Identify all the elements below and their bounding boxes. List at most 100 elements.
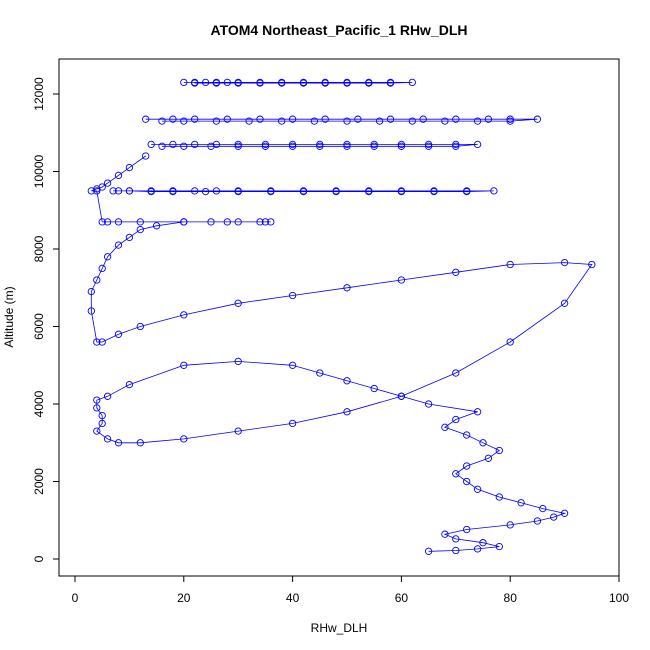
data-point — [386, 79, 395, 87]
data-point — [495, 446, 503, 455]
data-point — [588, 260, 596, 269]
series-line — [151, 143, 478, 147]
data-point — [365, 79, 373, 87]
x-tick-label: 0 — [72, 591, 79, 605]
data-point — [98, 264, 106, 273]
data-point — [180, 142, 188, 150]
x-tick-label: 60 — [395, 591, 409, 605]
data-point — [87, 287, 95, 296]
data-point — [299, 187, 308, 196]
data-point — [370, 142, 378, 150]
data-point — [125, 380, 134, 389]
data-point — [114, 218, 123, 226]
data-point — [463, 431, 471, 439]
y-tick-label: 6000 — [32, 313, 46, 340]
y-tick-label: 0 — [32, 555, 46, 562]
data-point — [506, 521, 514, 529]
data-point — [452, 535, 460, 543]
data-point — [234, 427, 242, 435]
data-point — [354, 115, 362, 123]
series-line — [183, 82, 413, 84]
data-point — [550, 513, 558, 521]
data-point — [408, 117, 416, 125]
y-tick-label: 12000 — [32, 77, 46, 111]
data-point — [288, 142, 297, 150]
data-point — [452, 546, 460, 555]
data-point — [288, 140, 297, 149]
data-point — [321, 79, 329, 87]
data-point — [147, 187, 155, 196]
data-point — [201, 187, 210, 196]
data-point — [234, 140, 242, 149]
y-tick-label: 4000 — [32, 390, 46, 417]
data-series — [87, 152, 596, 555]
data-point — [343, 79, 351, 87]
data-series — [180, 78, 416, 87]
data-point — [452, 140, 460, 149]
data-point — [343, 408, 351, 416]
data-point — [343, 284, 351, 292]
data-point — [125, 163, 134, 172]
data-point — [234, 218, 242, 226]
data-point — [424, 400, 433, 408]
data-point — [93, 404, 101, 412]
data-point — [452, 115, 460, 123]
data-point — [158, 117, 166, 125]
y-axis: 0 2000 4000 6000 8000 10000 12000 — [32, 77, 60, 562]
data-point — [98, 183, 106, 191]
data-point — [375, 117, 384, 125]
data-point — [397, 276, 406, 284]
data-point — [136, 322, 144, 331]
data-point — [424, 547, 433, 555]
data-series — [109, 187, 498, 196]
data-point — [234, 187, 242, 196]
data-point — [93, 427, 101, 435]
data-point — [484, 115, 493, 123]
data-point — [180, 117, 188, 125]
data-point — [299, 79, 308, 87]
data-point — [169, 187, 177, 196]
data-point — [441, 117, 449, 125]
data-point — [207, 142, 215, 150]
data-point — [114, 330, 123, 338]
data-point — [463, 525, 471, 534]
data-point — [93, 185, 101, 193]
data-point — [473, 545, 482, 553]
data-point — [430, 187, 438, 196]
data-point — [93, 276, 101, 284]
data-point — [93, 396, 101, 404]
data-point — [560, 258, 569, 267]
x-tick-label: 40 — [286, 591, 300, 605]
data-point — [267, 218, 275, 226]
data-point — [321, 115, 329, 123]
data-point — [136, 218, 144, 226]
data-point — [136, 439, 144, 447]
data-point — [98, 411, 106, 420]
data-point — [517, 499, 525, 507]
data-point — [370, 140, 378, 149]
data-point — [316, 140, 324, 149]
data-point — [234, 357, 242, 366]
data-point — [180, 311, 188, 319]
data-point — [316, 369, 324, 377]
data-point — [533, 517, 542, 525]
data-point — [463, 462, 471, 470]
data-point — [191, 187, 199, 195]
x-tick-label: 80 — [504, 591, 518, 605]
data-point — [479, 439, 487, 447]
data-point — [93, 187, 101, 195]
data-point — [506, 115, 514, 123]
data-point — [103, 179, 112, 187]
data-point — [191, 115, 199, 123]
data-point — [87, 307, 95, 315]
data-point — [452, 268, 460, 276]
chart-title: ATOM4 Northeast_Pacific_1 RHw_DLH — [211, 22, 468, 38]
data-point — [560, 509, 569, 517]
data-point — [169, 115, 177, 123]
data-point — [191, 79, 199, 87]
data-point — [223, 218, 231, 226]
data-point — [539, 504, 547, 513]
data-point — [484, 454, 493, 462]
data-point — [288, 115, 297, 123]
